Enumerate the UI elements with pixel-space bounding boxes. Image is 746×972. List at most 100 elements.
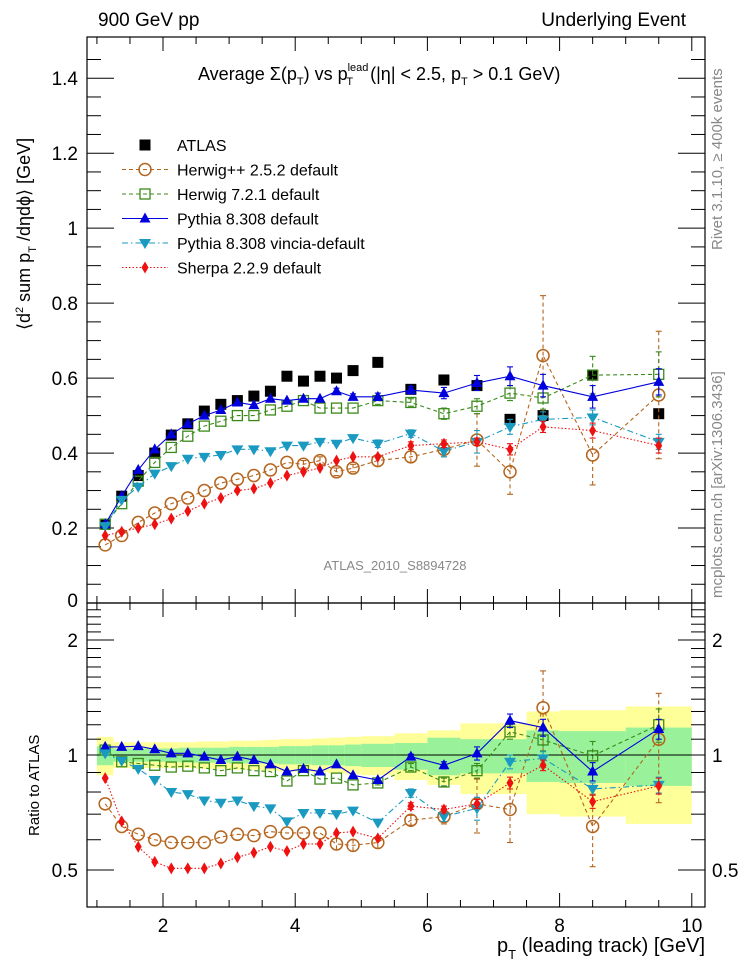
data-point xyxy=(653,408,665,420)
data-point xyxy=(504,370,516,381)
data-point xyxy=(263,824,278,839)
data-point xyxy=(231,796,244,807)
data-point xyxy=(316,462,324,475)
legend-item: Herwig++ 2.5.2 default xyxy=(122,163,339,180)
data-point xyxy=(407,439,415,452)
data-point xyxy=(118,525,126,538)
legend-label: Herwig 7.2.1 default xyxy=(177,187,320,204)
data-point xyxy=(132,482,145,493)
data-point xyxy=(266,477,274,490)
data-point xyxy=(504,387,516,399)
data-point xyxy=(297,441,310,452)
data-point xyxy=(280,817,293,828)
data-point xyxy=(331,372,343,384)
main-panel-frame xyxy=(86,36,706,604)
data-point xyxy=(184,862,192,875)
data-point xyxy=(233,484,241,497)
data-point xyxy=(537,379,549,390)
data-point xyxy=(247,828,261,843)
data-point xyxy=(313,437,326,448)
data-point xyxy=(333,826,341,839)
data-point xyxy=(347,769,359,780)
data-point xyxy=(248,399,260,410)
y-tick-label: 0.4 xyxy=(52,444,79,465)
data-point xyxy=(149,743,161,754)
data-point xyxy=(214,450,227,461)
data-point xyxy=(264,392,276,403)
data-point xyxy=(197,483,212,498)
data-point xyxy=(539,420,547,433)
data-point xyxy=(471,376,483,387)
data-point xyxy=(536,700,550,715)
y-tick-label: 1 xyxy=(67,219,78,240)
data-point xyxy=(589,795,597,808)
y-tick-label: 1.2 xyxy=(52,144,78,165)
data-point xyxy=(371,439,384,450)
y-tick-label: 0.6 xyxy=(52,369,78,390)
ratio-y-tick-label: 1 xyxy=(67,746,78,767)
data-point xyxy=(217,492,225,505)
data-point xyxy=(149,456,161,469)
data-point xyxy=(314,765,326,776)
legend: ATLAS Herwig++ 2.5.2 default Herwig 7.2.1 … xyxy=(122,138,365,278)
data-point xyxy=(333,454,341,467)
data-point xyxy=(586,750,599,762)
data-point xyxy=(437,812,450,823)
data-point xyxy=(440,803,448,816)
legend-marker xyxy=(139,188,151,200)
data-point xyxy=(215,764,227,777)
data-point xyxy=(101,529,109,542)
data-point xyxy=(331,385,343,396)
data-point xyxy=(247,445,260,456)
data-point xyxy=(585,448,600,462)
data-point xyxy=(200,862,208,875)
data-point xyxy=(539,759,547,772)
series-line xyxy=(105,426,659,537)
data-point xyxy=(214,830,228,844)
data-point xyxy=(314,370,326,382)
side-text-rivet: Rivet 3.1.10, ≥ 400k events xyxy=(709,68,726,250)
side-text-mcplots: mcplots.cern.ch [arXiv:1306.3436] xyxy=(709,371,726,598)
data-point xyxy=(99,749,112,760)
legend-item: Pythia 8.308 default xyxy=(122,212,319,229)
data-point xyxy=(404,813,418,827)
data-point xyxy=(116,740,128,751)
data-point xyxy=(438,776,450,788)
legend-label: ATLAS xyxy=(177,138,227,155)
series-sherpa-2-2-9-default xyxy=(101,420,663,542)
data-point xyxy=(314,392,326,403)
x-axis-label: pT (leading track) [GeV] xyxy=(497,935,705,962)
data-point xyxy=(405,396,417,409)
data-point xyxy=(132,463,144,474)
ratio-y-tick-label-right: 2 xyxy=(712,631,723,652)
data-point xyxy=(299,465,307,478)
data-point xyxy=(215,754,227,765)
data-point xyxy=(347,806,360,817)
axes: 2 4 6 8 10 0.2 0.4 0.6 0.8 1 1.2 1.4 0 0.5 0.5 1 1 2 2 xyxy=(52,37,738,937)
data-point xyxy=(198,750,210,761)
data-point xyxy=(182,417,194,428)
data-point xyxy=(407,800,415,813)
data-point xyxy=(147,832,162,847)
data-point xyxy=(165,462,178,473)
ratio-y-tick-label: 2 xyxy=(67,631,78,652)
ratio-y-tick-label-right: 1 xyxy=(712,746,723,767)
data-point xyxy=(198,762,210,774)
data-point xyxy=(653,722,665,733)
data-point xyxy=(149,443,161,454)
data-point xyxy=(374,450,382,463)
data-point xyxy=(346,838,360,853)
data-point xyxy=(99,740,111,751)
data-point xyxy=(404,429,417,440)
data-point xyxy=(264,804,277,815)
data-point xyxy=(181,835,195,850)
data-point xyxy=(347,390,359,401)
x-tick-label: 6 xyxy=(422,916,433,937)
data-point xyxy=(151,518,159,531)
data-point xyxy=(231,396,243,407)
data-point xyxy=(438,759,450,770)
data-point xyxy=(250,846,258,859)
data-point xyxy=(471,747,483,758)
data-point xyxy=(263,463,278,477)
main-series xyxy=(98,295,666,552)
